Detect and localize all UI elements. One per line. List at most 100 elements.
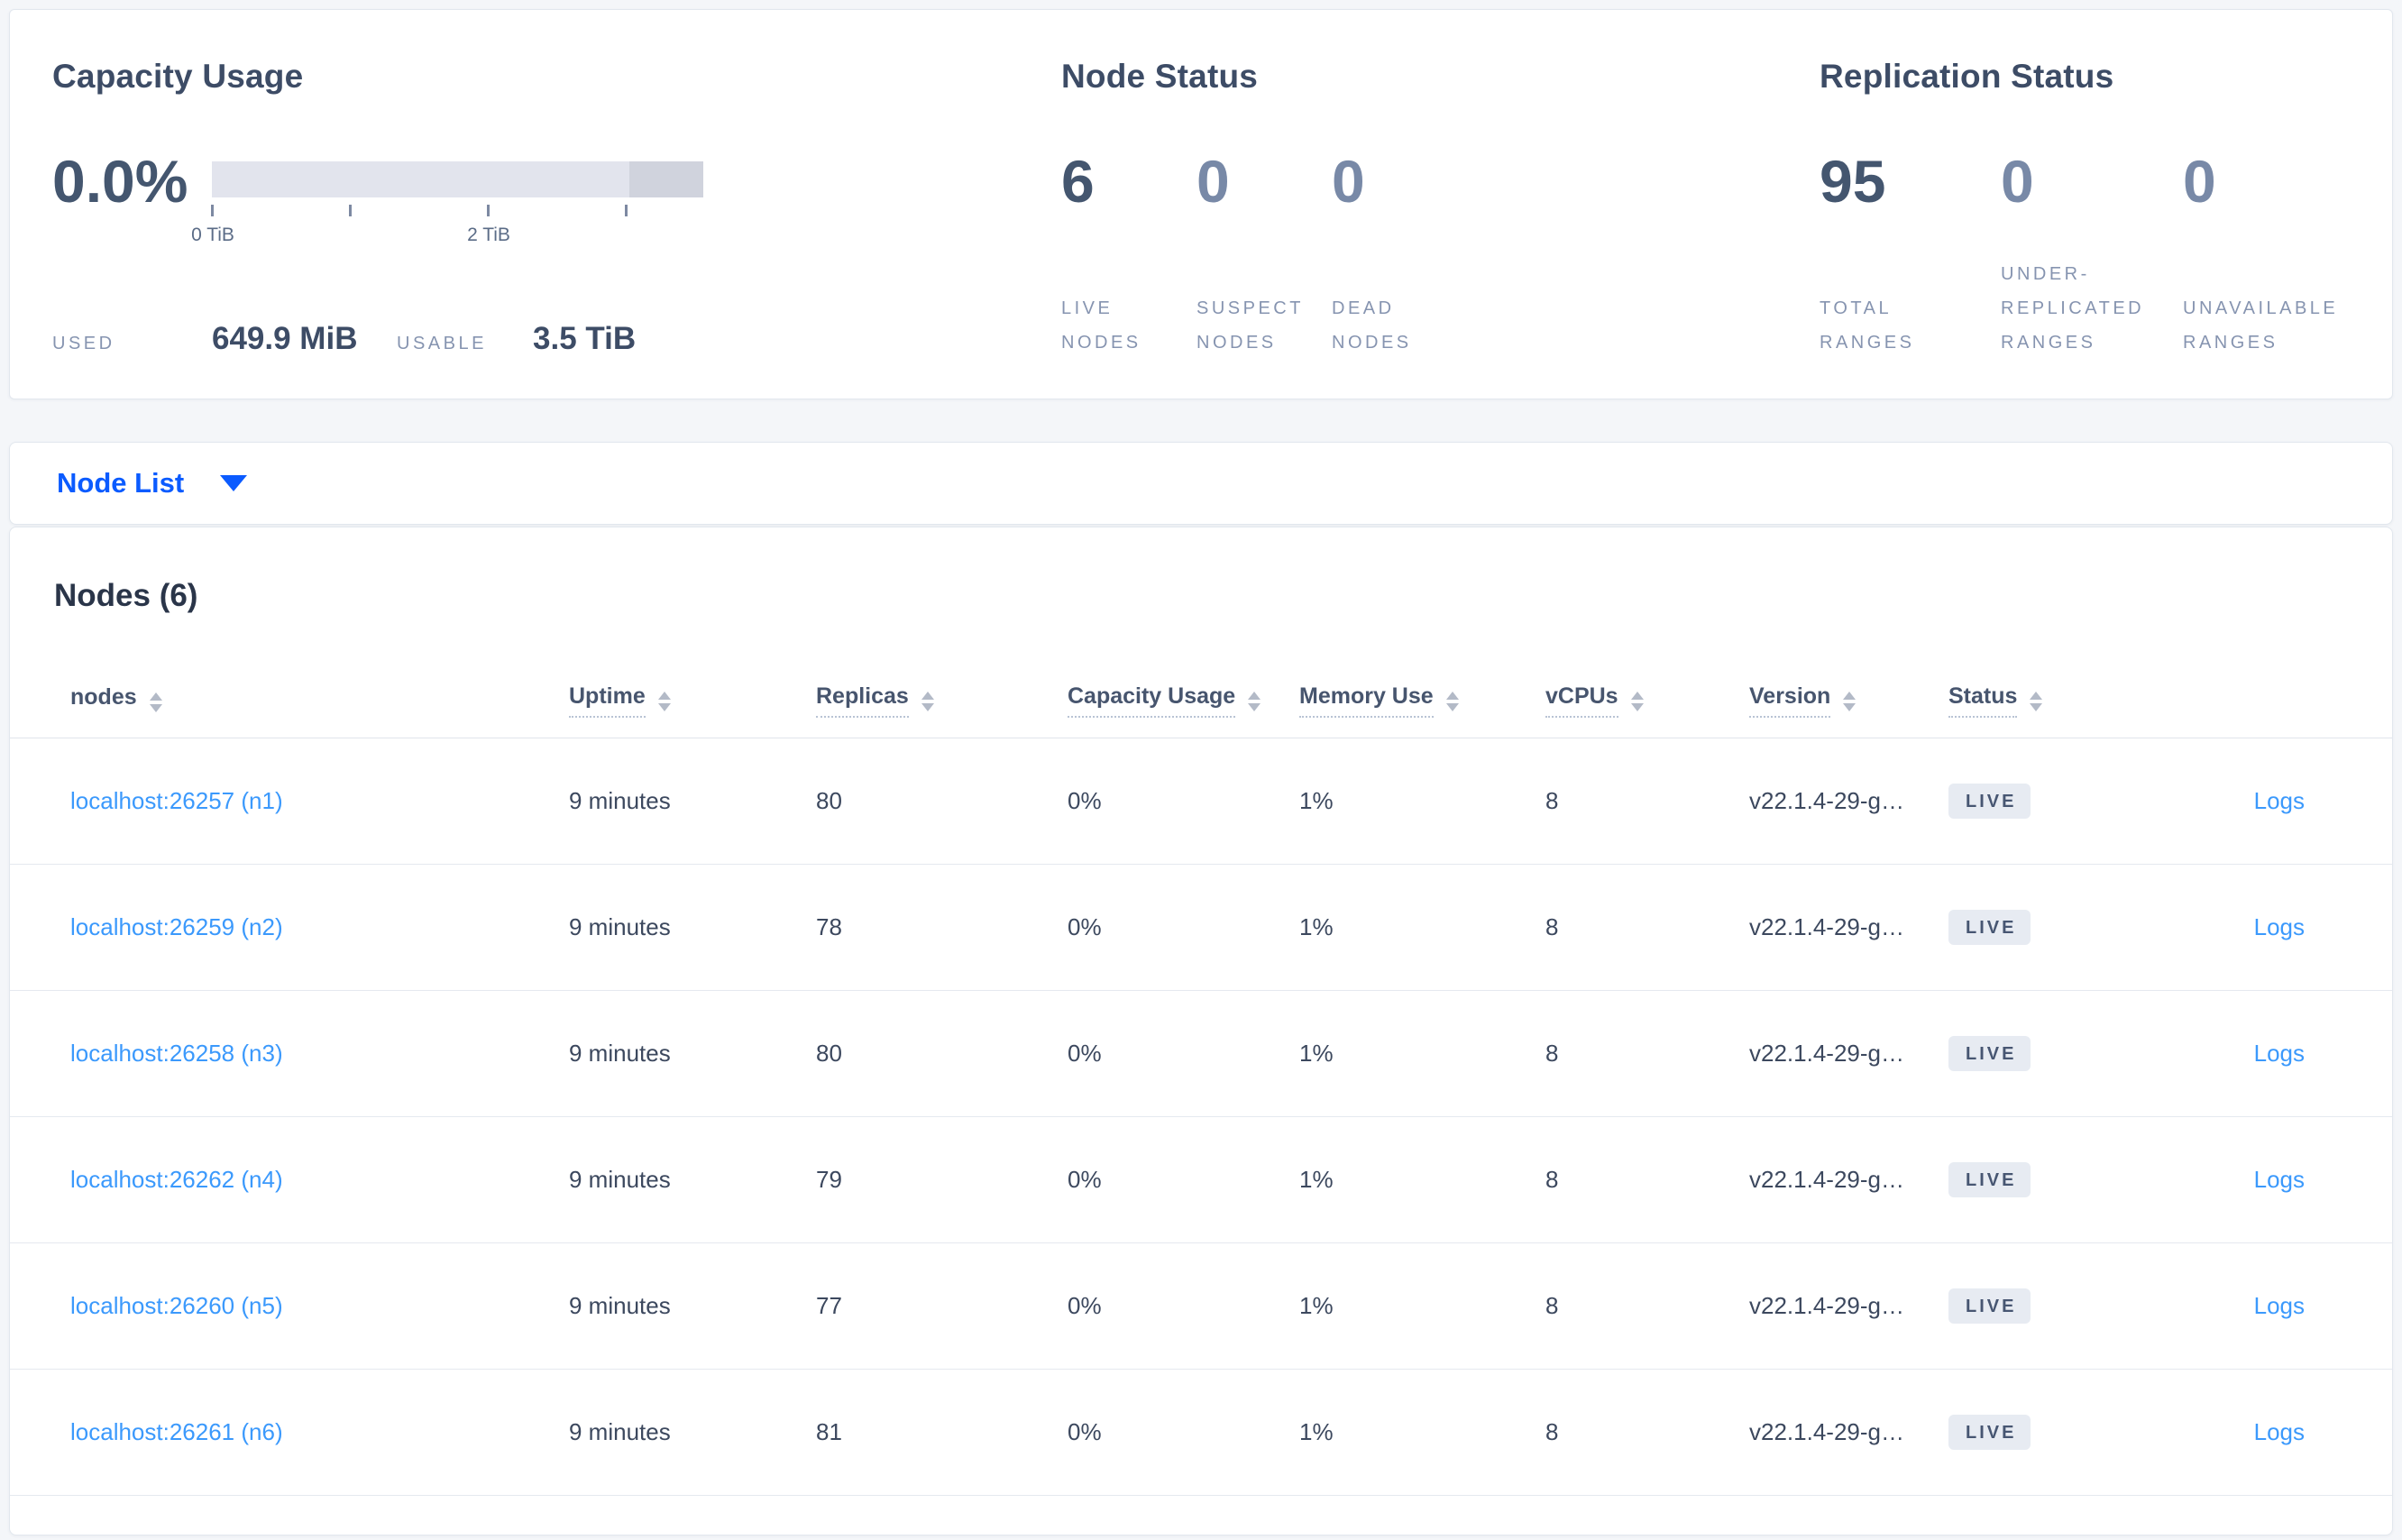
capacity-usage-bar bbox=[212, 161, 703, 197]
uptime-cell: 9 minutes bbox=[569, 1292, 671, 1319]
suspect-nodes-label: SUSPECT NODES bbox=[1196, 298, 1304, 353]
nodes-table-card: Nodes (6) nodes Uptime Replicas Capacity… bbox=[9, 527, 2393, 1535]
memory-use-cell: 1% bbox=[1299, 1292, 1334, 1319]
unavailable-ranges-label: UNAVAILABLE RANGES bbox=[2183, 298, 2339, 353]
column-header-replicas[interactable]: Replicas bbox=[816, 683, 1068, 718]
chevron-down-icon bbox=[220, 475, 248, 491]
suspect-nodes-stat: 0 SUSPECT NODES bbox=[1196, 10, 1305, 399]
replicas-cell: 80 bbox=[816, 1040, 842, 1067]
node-link[interactable]: localhost:26262 (n4) bbox=[70, 1166, 283, 1193]
capacity-usage-title: Capacity Usage bbox=[52, 58, 304, 95]
capacity-axis-tick bbox=[487, 205, 490, 216]
uptime-cell: 9 minutes bbox=[569, 1418, 671, 1445]
uptime-cell: 9 minutes bbox=[569, 913, 671, 940]
table-row: localhost:26261 (n6) 9 minutes 81 0% 1% … bbox=[10, 1370, 2392, 1496]
logs-cell: Logs bbox=[2174, 1418, 2305, 1446]
logs-link[interactable]: Logs bbox=[2253, 913, 2305, 940]
replicas-cell: 78 bbox=[816, 913, 842, 940]
replicas-cell: 79 bbox=[816, 1166, 842, 1193]
node-list-dropdown-label: Node List bbox=[57, 467, 185, 499]
table-row: localhost:26257 (n1) 9 minutes 80 0% 1% … bbox=[10, 738, 2392, 865]
capacity-axis-label-0: 0 TiB bbox=[191, 225, 234, 245]
status-badge: LIVE bbox=[1948, 910, 2031, 945]
column-header-version[interactable]: Version bbox=[1749, 683, 1948, 718]
under-replicated-ranges-value: 0 bbox=[2001, 148, 2034, 215]
memory-use-cell: 1% bbox=[1299, 1166, 1334, 1193]
nodes-table-body: localhost:26257 (n1) 9 minutes 80 0% 1% … bbox=[10, 738, 2392, 1496]
table-row: localhost:26260 (n5) 9 minutes 77 0% 1% … bbox=[10, 1243, 2392, 1370]
vcpus-cell: 8 bbox=[1545, 913, 1559, 940]
version-cell: v22.1.4-29-g… bbox=[1749, 913, 1904, 940]
column-header-status[interactable]: Status bbox=[1948, 683, 2174, 718]
unavailable-ranges-value: 0 bbox=[2183, 148, 2216, 215]
node-link[interactable]: localhost:26259 (n2) bbox=[70, 913, 283, 940]
node-address-cell: localhost:26260 (n5) bbox=[70, 1292, 569, 1320]
sort-arrows-icon bbox=[1445, 691, 1459, 711]
logs-link[interactable]: Logs bbox=[2253, 1040, 2305, 1067]
node-link[interactable]: localhost:26261 (n6) bbox=[70, 1418, 283, 1445]
version-cell: v22.1.4-29-g… bbox=[1749, 1040, 1904, 1067]
replicas-cell: 77 bbox=[816, 1292, 842, 1319]
version-cell: v22.1.4-29-g… bbox=[1749, 1292, 1904, 1319]
used-label: USED bbox=[52, 334, 115, 353]
node-address-cell: localhost:26259 (n2) bbox=[70, 913, 569, 941]
sort-arrows-icon bbox=[149, 692, 162, 712]
sort-arrows-icon bbox=[921, 691, 934, 711]
nodes-table-heading: Nodes (6) bbox=[54, 578, 198, 613]
column-header-nodes[interactable]: nodes bbox=[70, 684, 569, 717]
logs-cell: Logs bbox=[2174, 1040, 2305, 1068]
version-cell: v22.1.4-29-g… bbox=[1749, 787, 1904, 814]
capacity-usage-cell: 0% bbox=[1068, 913, 1102, 940]
dead-nodes-value: 0 bbox=[1332, 148, 1365, 215]
capacity-usage-section: Capacity Usage 0.0% 0 TiB 2 TiB USED 649… bbox=[52, 10, 999, 399]
dead-nodes-stat: 0 DEAD NODES bbox=[1332, 10, 1440, 399]
capacity-axis-tick bbox=[211, 205, 214, 216]
usable-value: 3.5 TiB bbox=[533, 321, 637, 356]
capacity-usage-cell: 0% bbox=[1068, 1040, 1102, 1067]
status-cell: LIVE bbox=[1948, 1036, 2174, 1071]
sort-arrows-icon bbox=[1630, 691, 1644, 711]
version-cell: v22.1.4-29-g… bbox=[1749, 1166, 1904, 1193]
node-address-cell: localhost:26262 (n4) bbox=[70, 1166, 569, 1194]
memory-use-cell: 1% bbox=[1299, 1040, 1334, 1067]
capacity-usage-bar-dark-segment bbox=[629, 161, 703, 197]
capacity-percent-value: 0.0% bbox=[52, 148, 188, 215]
status-cell: LIVE bbox=[1948, 1162, 2174, 1197]
under-replicated-ranges-stat: 0 UNDER-REPLICATED RANGES bbox=[2001, 10, 2154, 399]
node-link[interactable]: localhost:26257 (n1) bbox=[70, 787, 283, 814]
table-row: localhost:26258 (n3) 9 minutes 80 0% 1% … bbox=[10, 991, 2392, 1117]
logs-cell: Logs bbox=[2174, 1166, 2305, 1194]
column-header-capacity-usage[interactable]: Capacity Usage bbox=[1068, 683, 1299, 718]
vcpus-cell: 8 bbox=[1545, 1166, 1559, 1193]
node-link[interactable]: localhost:26260 (n5) bbox=[70, 1292, 283, 1319]
node-list-dropdown[interactable]: Node List bbox=[57, 443, 248, 524]
uptime-cell: 9 minutes bbox=[569, 787, 671, 814]
memory-use-cell: 1% bbox=[1299, 1418, 1334, 1445]
status-cell: LIVE bbox=[1948, 1415, 2174, 1450]
column-header-uptime[interactable]: Uptime bbox=[569, 683, 816, 718]
capacity-axis-label-2: 2 TiB bbox=[467, 225, 510, 245]
vcpus-cell: 8 bbox=[1545, 787, 1559, 814]
status-badge: LIVE bbox=[1948, 1288, 2031, 1324]
vcpus-cell: 8 bbox=[1545, 1418, 1559, 1445]
capacity-usage-cell: 0% bbox=[1068, 1418, 1102, 1445]
status-badge: LIVE bbox=[1948, 784, 2031, 819]
logs-cell: Logs bbox=[2174, 913, 2305, 941]
dead-nodes-label: DEAD NODES bbox=[1332, 298, 1412, 353]
column-header-vcpus[interactable]: vCPUs bbox=[1545, 683, 1749, 718]
live-nodes-value: 6 bbox=[1061, 148, 1095, 215]
column-header-memory-use[interactable]: Memory Use bbox=[1299, 683, 1545, 718]
replication-status-section: Replication Status 95 TOTAL RANGES 0 UND… bbox=[1820, 10, 2397, 399]
logs-link[interactable]: Logs bbox=[2253, 1418, 2305, 1445]
logs-link[interactable]: Logs bbox=[2253, 1166, 2305, 1193]
status-cell: LIVE bbox=[1948, 910, 2174, 945]
logs-link[interactable]: Logs bbox=[2253, 787, 2305, 814]
logs-link[interactable]: Logs bbox=[2253, 1292, 2305, 1319]
node-link[interactable]: localhost:26258 (n3) bbox=[70, 1040, 283, 1067]
node-status-title: Node Status bbox=[1061, 58, 1259, 95]
under-replicated-ranges-label: UNDER-REPLICATED RANGES bbox=[2001, 264, 2145, 353]
status-badge: LIVE bbox=[1948, 1162, 2031, 1197]
capacity-axis-tick bbox=[625, 205, 628, 216]
replicas-cell: 81 bbox=[816, 1418, 842, 1445]
sort-arrows-icon bbox=[1843, 691, 1857, 711]
